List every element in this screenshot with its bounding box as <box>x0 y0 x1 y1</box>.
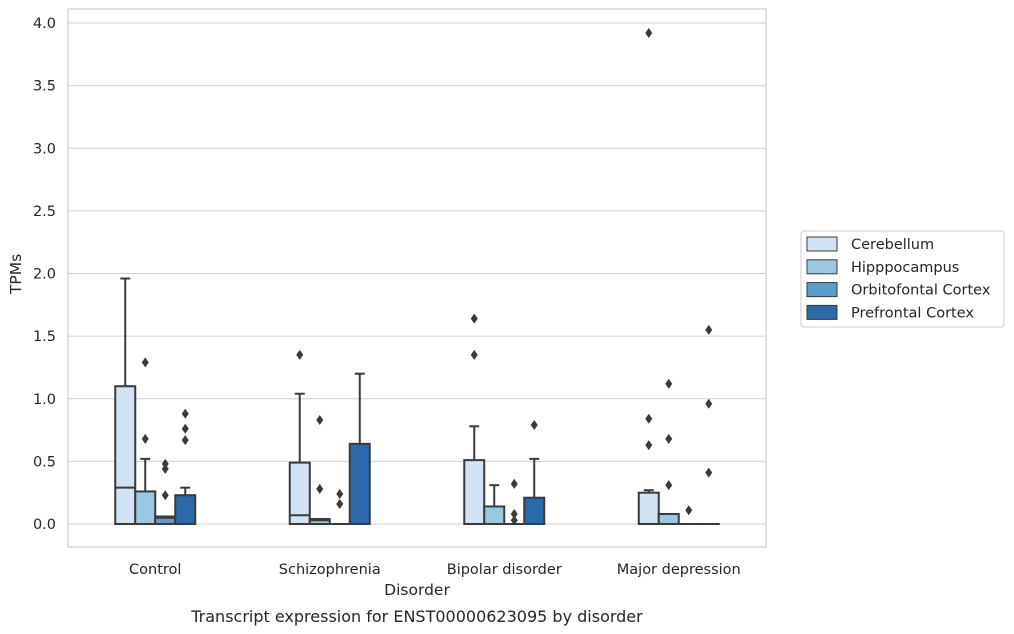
y-tick-label: 2.5 <box>33 204 56 220</box>
box-rect <box>134 490 157 525</box>
box-2-3 <box>523 420 546 526</box>
legend-label: Orbitofontal Cortex <box>851 283 991 299</box>
box-3-0 <box>637 28 660 525</box>
y-axis-ticks: 0.0 0.5 1.0 1.5 2.0 2.5 3.0 3.5 4.0 <box>33 16 56 533</box>
outlier-point <box>316 483 324 494</box>
x-axis-ticks: Control Schizophrenia Bipolar disorder Majo… <box>129 562 741 578</box>
outlier-point <box>645 413 653 424</box>
box-rect <box>483 505 506 525</box>
box-rect <box>637 491 660 525</box>
outlier-point <box>510 515 518 526</box>
legend-swatch <box>806 259 838 275</box>
outlier-point <box>645 440 653 451</box>
y-tick-label: 3.5 <box>33 79 56 95</box>
box-rect <box>657 512 680 525</box>
plot-area <box>67 8 767 548</box>
legend-label: Cerebellum <box>851 237 934 253</box>
box-rect <box>348 442 371 525</box>
box-rect <box>114 385 137 525</box>
outlier-point <box>645 28 653 39</box>
box-rect <box>523 496 546 526</box>
y-tick-label: 1.0 <box>33 392 56 408</box>
box-0-1 <box>134 357 157 525</box>
box-3-1 <box>657 378 680 525</box>
box-0-0 <box>114 277 137 525</box>
box-rect <box>174 494 197 526</box>
box-1-0 <box>288 349 311 526</box>
x-tick-label: Schizophrenia <box>279 562 381 578</box>
box-3-3 <box>697 324 720 526</box>
outlier-point <box>181 408 189 419</box>
y-tick-label: 4.0 <box>33 16 56 32</box>
box-rect <box>308 517 331 525</box>
outlier-point <box>665 378 673 389</box>
y-tick-label: 3.0 <box>33 141 56 157</box>
box-3-2 <box>677 505 700 526</box>
outlier-point <box>141 357 149 368</box>
box-1-2 <box>328 488 351 526</box>
box-2-1 <box>483 484 506 525</box>
outlier-point <box>705 324 713 335</box>
outlier-point <box>705 398 713 409</box>
outlier-point <box>470 313 478 324</box>
outlier-point <box>161 458 169 469</box>
y-tick-label: 0.5 <box>33 454 56 470</box>
x-tick-label: Bipolar disorder <box>447 562 562 578</box>
outlier-point <box>530 420 538 431</box>
box-rect <box>288 461 311 526</box>
outlier-point <box>296 349 304 360</box>
box-0-2 <box>154 458 177 525</box>
outlier-point <box>705 467 713 478</box>
box-2-2 <box>503 478 526 526</box>
y-tick-label: 0.0 <box>33 517 56 533</box>
outlier-point <box>141 433 149 444</box>
box-rect <box>463 459 486 525</box>
outlier-point <box>161 463 169 474</box>
outlier-point <box>470 349 478 360</box>
legend-swatch <box>806 304 838 320</box>
box-1-1 <box>308 415 331 525</box>
y-tick-label: 2.0 <box>33 267 56 283</box>
outlier-point <box>665 480 673 491</box>
outlier-point <box>665 433 673 444</box>
outlier-point <box>685 505 693 516</box>
legend-swatch <box>806 282 838 298</box>
legend-label: Prefrontal Cortex <box>851 305 974 321</box>
y-axis-label: TPMs <box>7 254 25 295</box>
x-axis-label: Disorder <box>384 581 450 599</box>
x-tick-label: Major depression <box>617 562 741 578</box>
outlier-point <box>181 435 189 446</box>
chart-caption: Transcript expression for ENST0000062309… <box>190 607 643 626</box>
x-tick-label: Control <box>129 562 181 578</box>
outlier-point <box>336 488 344 499</box>
box-marks <box>114 28 720 526</box>
legend-label: Hipppocampus <box>851 260 959 276</box>
outlier-point <box>510 478 518 489</box>
grid-lines <box>68 22 766 525</box>
legend: Cerebellum Hipppocampus Orbitofontal Corte… <box>800 230 1005 328</box>
outlier-point <box>510 508 518 519</box>
box-1-3 <box>348 372 371 525</box>
outlier-point <box>181 423 189 434</box>
outlier-point <box>336 498 344 509</box>
outlier-point <box>161 490 169 501</box>
box-2-0 <box>463 313 486 525</box>
outlier-point <box>316 415 324 426</box>
box-0-3 <box>174 408 197 526</box>
legend-swatch <box>806 236 838 252</box>
legend-frame <box>800 230 1005 328</box>
y-tick-label: 1.5 <box>33 329 56 345</box>
